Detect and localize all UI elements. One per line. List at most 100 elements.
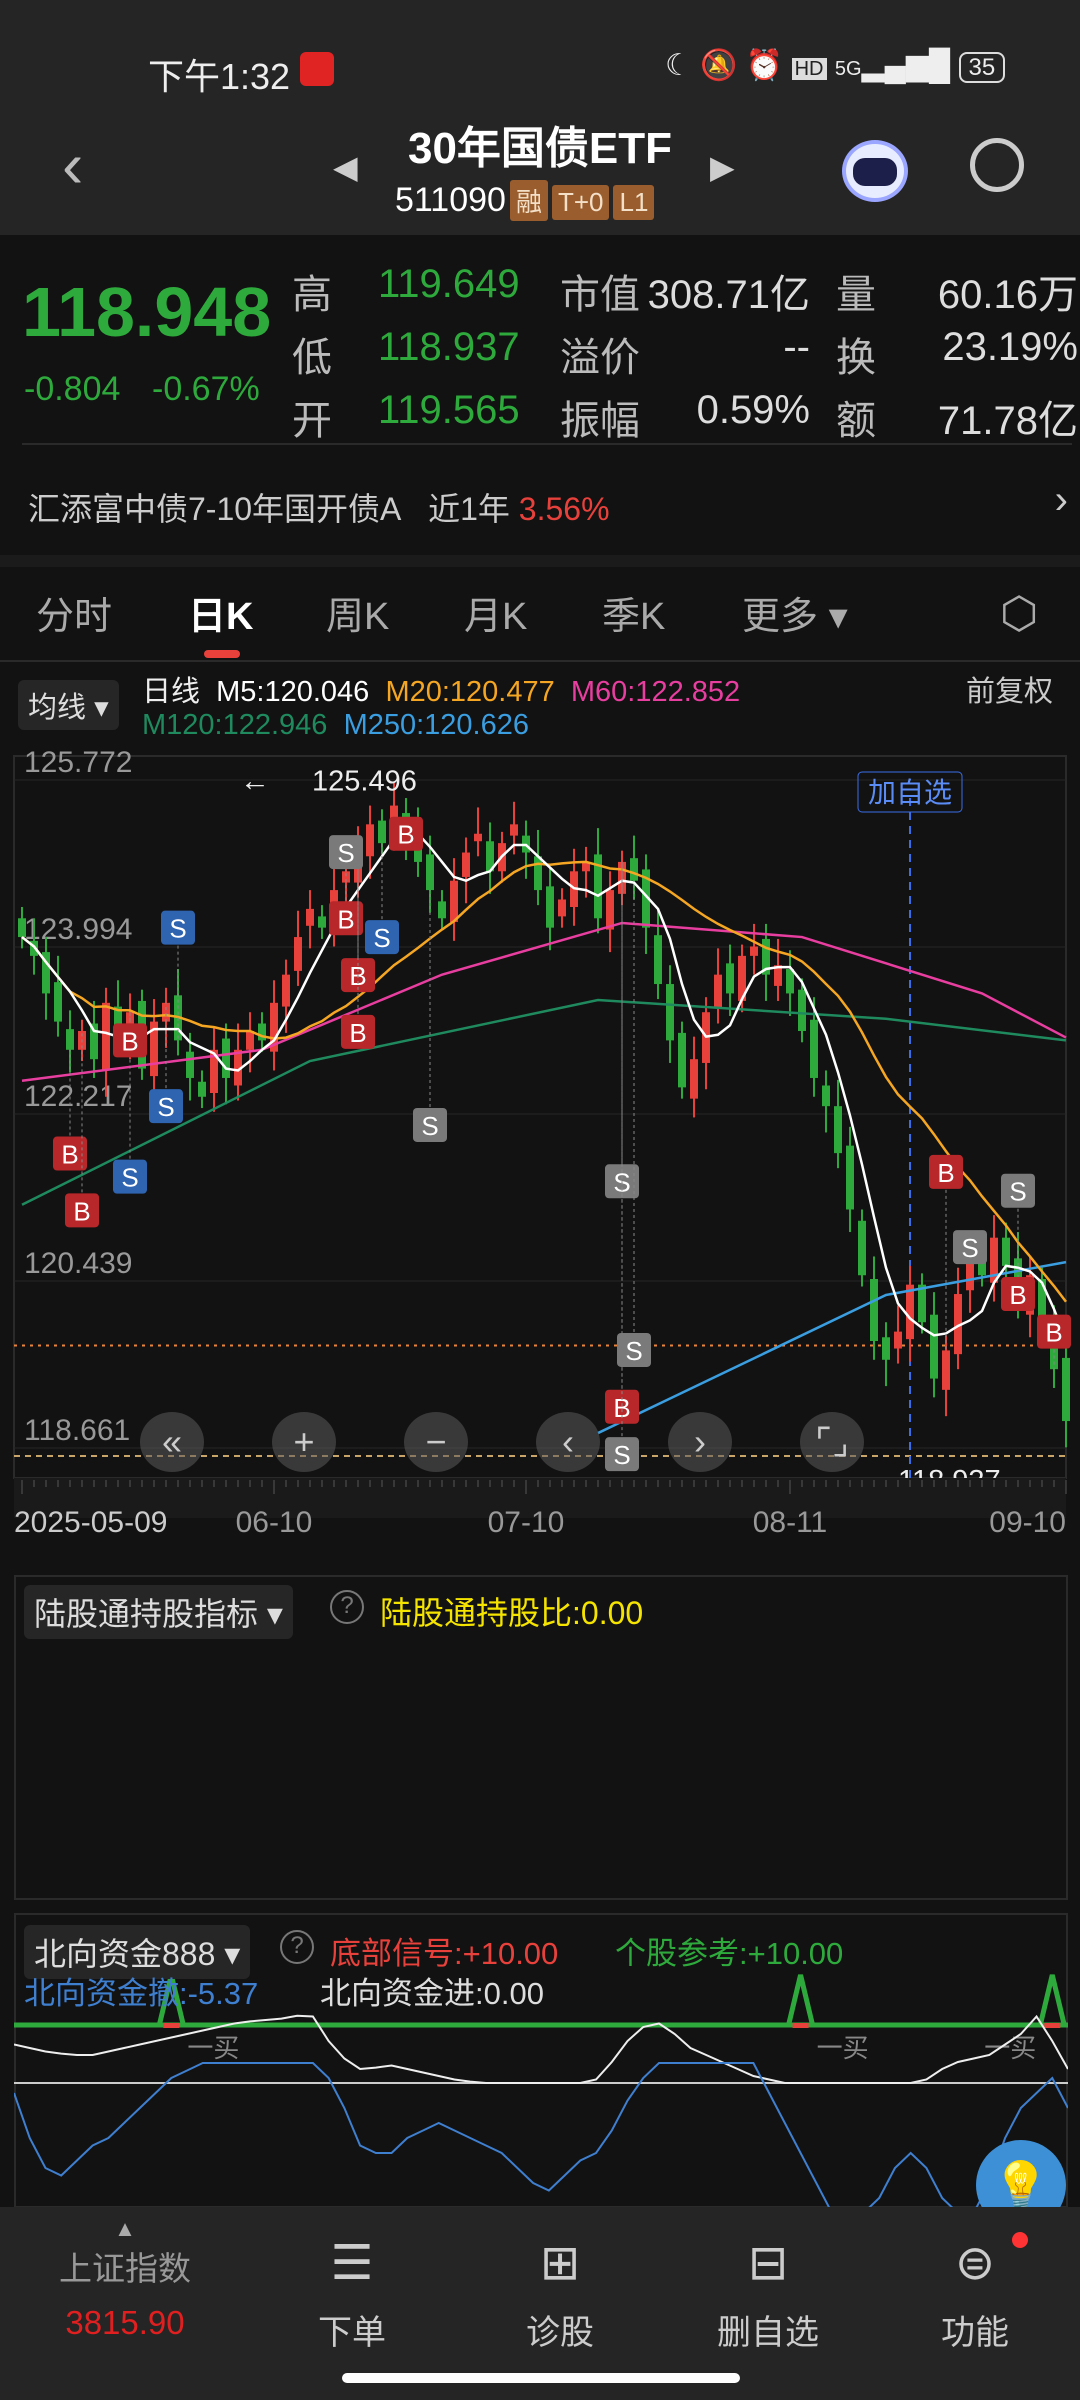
signal-letter: B: [613, 1393, 630, 1423]
date-axis: [14, 1478, 1066, 1518]
x-tick-label: 06-10: [236, 1506, 313, 1539]
ma-legend-row2: M120:122.946 M250:120.626: [142, 709, 529, 742]
tab-4[interactable]: 季K: [602, 585, 665, 640]
next-stock-button[interactable]: ▶: [710, 149, 735, 185]
candle-body: [930, 1314, 938, 1379]
back-button[interactable]: ‹: [62, 129, 84, 201]
signal-marker-S: [149, 1089, 183, 1124]
y-tick-label: 120.439: [24, 1247, 132, 1280]
candle-body: [642, 869, 650, 928]
index-value: 3815.90: [65, 2304, 185, 2341]
quote-value: 118.937: [378, 325, 520, 369]
bottom-signal-mark: [792, 2023, 809, 2028]
nav-remove-watchlist[interactable]: ⊟ 删自选: [688, 2235, 848, 2354]
candle-body: [894, 1331, 902, 1349]
nav-diagnose[interactable]: ⊞ 诊股: [480, 2235, 640, 2354]
candle-body: [486, 841, 494, 872]
prev-stock-button[interactable]: ◀: [333, 149, 358, 185]
signal-letter: B: [1009, 1280, 1026, 1310]
chart-control-glyph: −: [425, 1421, 447, 1462]
price-change-pct: -0.67%: [152, 370, 260, 408]
related-fund-row[interactable]: 汇添富中债7-10年国开债A 近1年 3.56% ›: [28, 478, 1068, 530]
signal-letter: B: [397, 820, 414, 850]
candle-body: [786, 969, 794, 994]
m250-value: M250:120.626: [343, 709, 529, 741]
signal-marker-B: [113, 1023, 147, 1058]
candle-body: [666, 984, 674, 1041]
remove-watchlist-icon: ⊟: [747, 2237, 789, 2290]
badge-t0: T+0: [551, 185, 610, 220]
stock-code: 511090: [395, 181, 506, 219]
chart-control-glyph: ‹: [562, 1421, 574, 1462]
tab-0[interactable]: 分时: [36, 585, 112, 640]
tab-label: 更多: [742, 596, 819, 638]
m120-line: [21, 998, 1067, 1206]
chart-control-button[interactable]: +: [272, 1412, 336, 1472]
robot-assistant-icon[interactable]: [842, 140, 908, 202]
signal-letter: S: [157, 1092, 174, 1122]
tab-3[interactable]: 月K: [464, 585, 527, 640]
candle-body: [150, 1021, 158, 1077]
chart-control-button[interactable]: ‹: [536, 1412, 600, 1472]
candle-body: [378, 820, 386, 844]
battery-icon: 35: [958, 52, 1006, 83]
nav-order[interactable]: ☰ 下单: [272, 2235, 432, 2354]
index-name: 上证指数: [59, 2250, 191, 2287]
quote-value: 0.59%: [696, 388, 810, 432]
nav-menu[interactable]: ⊜ 功能: [895, 2235, 1055, 2354]
quote-label: 市值: [560, 273, 640, 317]
tab-label: 季K: [602, 596, 666, 638]
buy-spike: [786, 1974, 815, 2026]
north-in-value: 北向资金进:0.00: [320, 1976, 544, 2011]
help-icon[interactable]: ?: [280, 1930, 314, 1964]
candle-body: [870, 1279, 878, 1342]
indicator2-selector[interactable]: 北向资金888 ▾: [24, 1925, 251, 1979]
candle-body: [594, 854, 602, 919]
candle-body: [438, 901, 446, 919]
signal-letter: S: [337, 838, 354, 868]
tab-1[interactable]: 日K: [188, 585, 253, 640]
tab-label: 周K: [326, 596, 390, 638]
fund-return: 3.56%: [518, 491, 610, 527]
ma-selector[interactable]: 均线 ▾: [18, 680, 119, 730]
status-icons: ☾ 🔕 ⏰ HD 5G▂▄▆█ 35: [665, 48, 1006, 83]
candle-body: [222, 1038, 230, 1078]
home-indicator[interactable]: [342, 2373, 740, 2383]
candle-body: [510, 824, 518, 836]
quote-value: 71.78亿: [937, 399, 1078, 443]
help-icon[interactable]: ?: [330, 1590, 364, 1624]
candle-body: [18, 918, 26, 938]
chart-control-button[interactable]: −: [404, 1412, 468, 1472]
indicator-panel-1: [14, 1575, 1068, 1900]
high-arrow: ←: [240, 765, 270, 798]
nav-label: 删自选: [717, 2314, 819, 2352]
signal-letter: B: [61, 1140, 78, 1170]
tab-2[interactable]: 周K: [326, 585, 389, 640]
adjust-mode-button[interactable]: 前复权: [966, 676, 1054, 708]
candle-body: [906, 1284, 914, 1340]
chart-control-button[interactable]: ⌜⌟: [800, 1412, 864, 1472]
candle-body: [294, 937, 302, 971]
buy-label: 一买: [817, 2033, 869, 2063]
chart-control-button[interactable]: «: [140, 1412, 204, 1472]
divider: [22, 443, 1072, 445]
candle-body: [630, 858, 638, 881]
index-ticker[interactable]: ▲ 上证指数 3815.90: [40, 2216, 210, 2342]
chevron-right-icon: ›: [1054, 478, 1068, 522]
chart-control-button[interactable]: ›: [668, 1412, 732, 1472]
candle-body: [210, 1049, 218, 1094]
buy-label: 一买: [187, 2033, 239, 2063]
buy-label: 一买: [984, 2033, 1036, 2063]
chart-settings-icon[interactable]: ⬡: [1000, 589, 1039, 638]
kline-chart[interactable]: 125.772123.994122.217120.439118.661加自选← …: [0, 748, 1080, 1548]
signal-marker-B: [65, 1193, 99, 1228]
signal-letter: S: [373, 923, 390, 953]
indicator1-selector[interactable]: 陆股通持股指标 ▾: [24, 1585, 293, 1639]
y-tick-label: 125.772: [24, 748, 132, 779]
tab-5[interactable]: 更多 ▾: [742, 596, 848, 638]
stock-ref-value: 个股参考:+10.00: [615, 1936, 844, 1971]
search-icon[interactable]: [970, 138, 1024, 192]
indicator1-value: 陆股通持股比:0.00: [380, 1595, 644, 1631]
candle-body: [462, 852, 470, 877]
watch-label: 加自选: [868, 777, 952, 808]
